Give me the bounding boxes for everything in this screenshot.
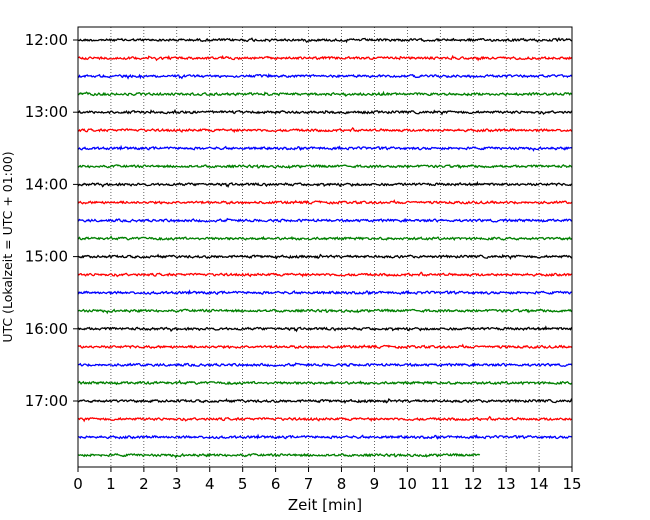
trace-row-7 [77, 163, 573, 169]
trace-rows [77, 37, 573, 459]
trace-row-13 [77, 271, 573, 278]
x-tick-label: 0 [73, 475, 83, 493]
y-tick-label: 17:00 [25, 392, 68, 410]
trace-row-19 [77, 379, 573, 386]
x-tick-label: 4 [205, 475, 215, 493]
x-tick-label: 7 [304, 475, 314, 493]
x-axis-ticks: 0 1 2 3 4 5 6 7 8 9 10 11 12 13 14 15 [73, 467, 582, 493]
trace-row-6 [77, 144, 573, 152]
trace-row-17 [77, 343, 573, 350]
x-tick-label: 15 [562, 475, 581, 493]
trace-row-20 [77, 397, 573, 405]
trace-row-5 [77, 126, 573, 134]
x-axis-title: Zeit [min] [288, 496, 362, 514]
y-axis-title: UTC (Lokalzeit = UTC + 01:00) [0, 151, 15, 342]
x-tick-label: 13 [497, 475, 516, 493]
trace-row-15 [77, 308, 573, 315]
x-tick-label: 1 [106, 475, 116, 493]
y-tick-label: 12:00 [25, 31, 68, 49]
trace-row-16 [77, 325, 573, 333]
x-tick-label: 12 [464, 475, 483, 493]
y-axis-ticks: 12:00 13:00 14:00 15:00 16:00 17:00 [25, 31, 78, 410]
trace-row-21 [77, 415, 573, 423]
trace-row-10 [77, 217, 573, 223]
trace-row-9 [77, 199, 573, 205]
x-tick-label: 8 [337, 475, 347, 493]
trace-row-0 [77, 37, 573, 44]
trace-row-12 [77, 253, 573, 260]
plot-frame [77, 26, 573, 468]
trace-row-18 [77, 362, 573, 368]
x-tick-label: 14 [530, 475, 549, 493]
x-tick-label: 3 [172, 475, 182, 493]
trace-row-3 [78, 90, 573, 97]
vertical-gridlines [110, 27, 540, 467]
x-tick-label: 6 [271, 475, 281, 493]
trace-row-8 [77, 180, 573, 189]
trace-row-14 [77, 289, 573, 296]
x-tick-label: 5 [238, 475, 248, 493]
trace-row-4 [77, 108, 573, 116]
trace-row-1 [77, 54, 573, 62]
x-tick-label: 10 [398, 475, 417, 493]
trace-row-2 [77, 73, 573, 80]
trace-row-22 [77, 433, 573, 440]
y-tick-label: 14:00 [25, 175, 68, 193]
y-tick-label: 13:00 [25, 103, 68, 121]
x-tick-label: 2 [139, 475, 149, 493]
y-tick-label: 15:00 [25, 248, 68, 266]
x-tick-label: 9 [370, 475, 380, 493]
trace-row-11 [77, 235, 573, 241]
trace-row-23 [77, 452, 481, 459]
y-tick-label: 16:00 [25, 320, 68, 338]
x-tick-label: 11 [431, 475, 450, 493]
